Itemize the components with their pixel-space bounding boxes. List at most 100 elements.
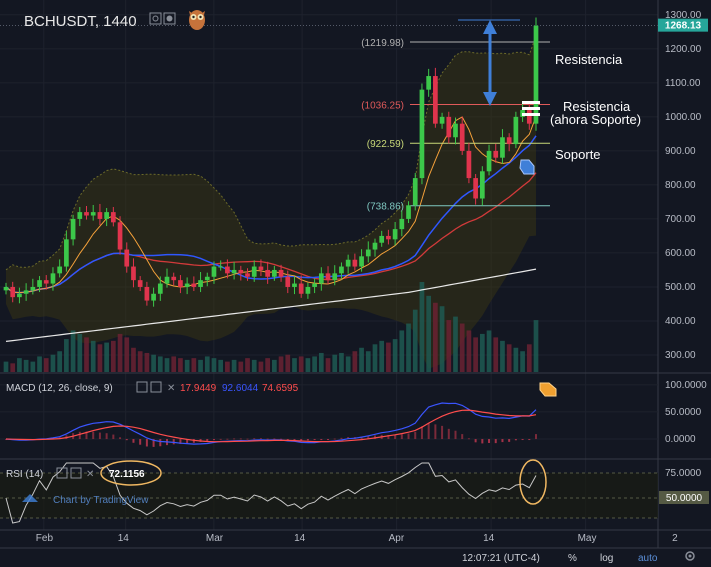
macd-histogram-bar xyxy=(145,439,148,447)
candle-body xyxy=(110,212,116,223)
macd-signal-value: 74.6595 xyxy=(262,383,299,394)
price-tick-label: 400.00 xyxy=(665,316,696,327)
candle-body xyxy=(3,286,9,291)
price-tick-label: 700.00 xyxy=(665,214,696,225)
volume-bar xyxy=(238,361,244,372)
macd-line-value: 92.6044 xyxy=(222,383,259,394)
volume-bar xyxy=(526,344,532,372)
price-tick-label: 900.00 xyxy=(665,146,696,157)
auto-button[interactable]: auto xyxy=(638,553,658,564)
candle-body xyxy=(164,276,170,284)
candle-body xyxy=(171,276,177,281)
macd-histogram-bar xyxy=(488,439,491,443)
last-price-label: 1268.13 xyxy=(665,21,702,32)
time-tick-label: 14 xyxy=(118,533,130,544)
macd-panel[interactable]: 0.0000 50.0000 100.0000 xyxy=(0,380,707,447)
owl-logo-icon xyxy=(189,10,205,30)
candle-body xyxy=(406,205,411,219)
candle-body xyxy=(439,116,445,124)
candle-body xyxy=(526,110,532,124)
macd-histogram-bar xyxy=(360,436,363,440)
volume-bar xyxy=(298,356,304,372)
time-tick-label: 2 xyxy=(672,533,678,544)
price-tick-label: 1000.00 xyxy=(665,112,702,123)
settings-icon[interactable] xyxy=(149,12,162,25)
candle-body xyxy=(17,293,22,298)
macd-histogram-bar xyxy=(105,433,108,440)
macd-histogram-bar xyxy=(219,438,222,440)
candlesticks[interactable] xyxy=(3,17,539,307)
macd-histogram-bar xyxy=(78,431,81,440)
volume-bar xyxy=(178,358,183,372)
candle-body xyxy=(258,266,264,270)
macd-histogram-bar xyxy=(461,434,464,440)
candle-body xyxy=(292,283,297,287)
candle-body xyxy=(285,276,291,287)
volume-bar xyxy=(292,358,297,372)
volume-bar xyxy=(506,344,512,372)
volume-bar xyxy=(278,356,284,372)
volume-bar xyxy=(157,356,163,372)
macd-histogram-bar xyxy=(266,438,269,440)
macd-histogram-bar xyxy=(427,422,430,440)
macd-histogram-bar xyxy=(179,439,182,444)
candle-body xyxy=(318,273,324,284)
annotation-resistencia-2: Resistencia xyxy=(563,99,631,114)
macd-histogram-bar xyxy=(521,439,524,441)
macd-tick-label: 100.0000 xyxy=(665,380,707,391)
time-tick-label: Apr xyxy=(389,533,405,544)
price-tick-label: 500.00 xyxy=(665,282,696,293)
chart-settings-gear-icon[interactable] xyxy=(685,551,695,561)
candle-body xyxy=(23,290,29,294)
volume-bar xyxy=(184,359,190,372)
volume-bar xyxy=(459,323,465,372)
volume-bar xyxy=(64,339,69,372)
candle-body xyxy=(500,137,505,158)
annotation-resistencia: Resistencia xyxy=(555,52,623,67)
volume-bar xyxy=(419,282,425,372)
macd-histogram-bar xyxy=(226,438,229,440)
candle-body xyxy=(433,76,438,124)
percent-button[interactable]: % xyxy=(568,553,577,564)
volume-bar xyxy=(124,337,130,372)
rsi-value-highlight xyxy=(100,460,162,486)
log-button[interactable]: log xyxy=(600,553,613,564)
candle-body xyxy=(57,266,63,274)
candle-body xyxy=(218,266,224,268)
candle-body xyxy=(479,171,485,199)
horizontal-levels: (1219.98) (1036.25) (922.59) (738.86) xyxy=(0,25,658,213)
macd-histogram-bar xyxy=(246,438,249,440)
candle-body xyxy=(43,280,49,284)
macd-histogram-bar xyxy=(306,439,309,441)
volume-bar xyxy=(412,309,418,372)
price-axis[interactable]: 300.00 400.00 500.00 600.00 700.00 800.00 900.… xyxy=(665,10,702,361)
macd-histogram-bar xyxy=(139,439,142,445)
candle-body xyxy=(231,269,237,274)
volume-bar xyxy=(77,333,83,372)
macd-histogram-bar xyxy=(172,439,175,445)
volume-bar xyxy=(211,358,217,372)
macd-histogram-bar xyxy=(98,432,101,440)
symbol-title[interactable]: BCHUSDT, 1440 xyxy=(24,13,137,30)
gear-icon[interactable] xyxy=(163,12,176,25)
volume-bar xyxy=(97,344,103,372)
volume-bar xyxy=(30,361,36,372)
candle-body xyxy=(278,269,284,277)
macd-histogram-bar xyxy=(313,439,316,441)
rsi-toolbar[interactable]: ✕ xyxy=(56,467,94,480)
macd-histogram-bar xyxy=(407,433,410,440)
macd-label: MACD (12, 26, close, 9) xyxy=(6,383,113,394)
macd-histogram-bar xyxy=(373,435,376,440)
volume-bar xyxy=(137,351,143,372)
candle-body xyxy=(459,123,465,151)
pointer-hand-macd-icon xyxy=(539,382,557,397)
volume-bar xyxy=(520,351,525,372)
time-axis[interactable]: Feb 14 Mar 14 Apr 14 May 2 xyxy=(36,533,678,544)
volume-bar xyxy=(43,358,49,372)
volume-bar xyxy=(399,330,405,372)
candle-body xyxy=(251,266,257,277)
volume-bar xyxy=(406,323,411,372)
macd-toolbar[interactable]: ✕ xyxy=(136,381,175,394)
